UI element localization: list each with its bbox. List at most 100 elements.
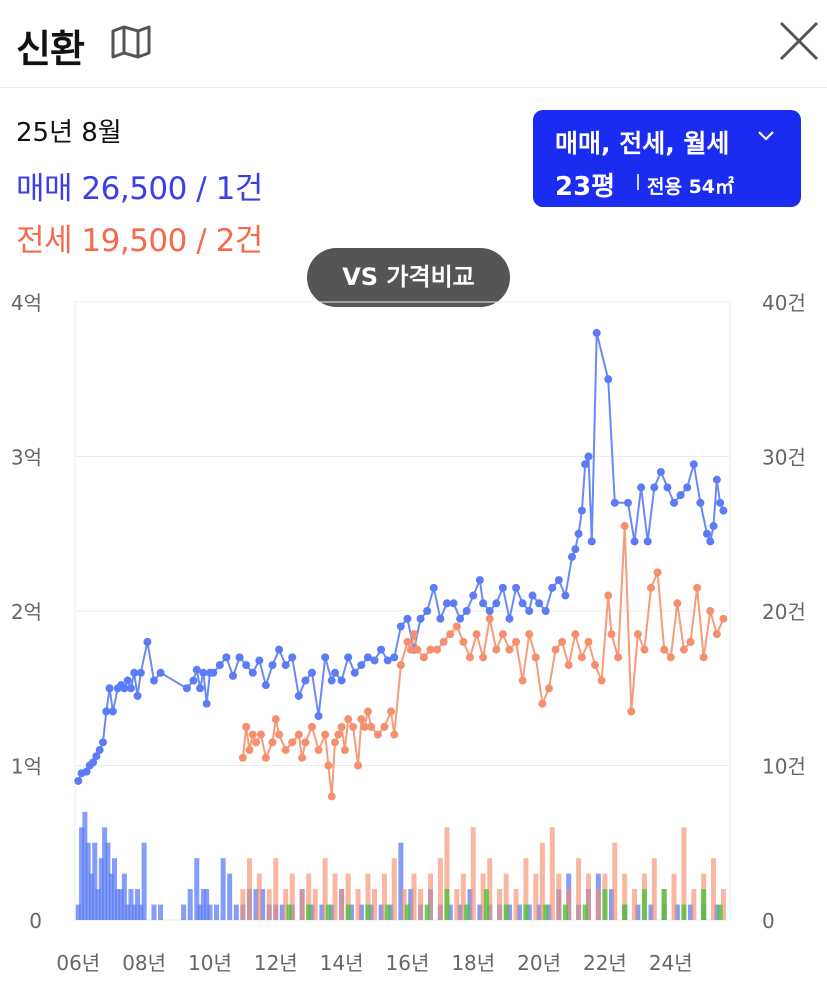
jeonse_volume-bar bbox=[632, 889, 638, 920]
sale-point bbox=[403, 614, 412, 623]
sale-point bbox=[248, 668, 257, 677]
sale-point bbox=[689, 460, 698, 469]
sale_volume-bar bbox=[197, 904, 203, 920]
sale-count: 1건 bbox=[215, 171, 264, 207]
sale_volume-bar bbox=[131, 904, 137, 920]
jeonse-point bbox=[640, 645, 649, 654]
monthly_volume-bar bbox=[385, 904, 391, 920]
sale-point bbox=[136, 668, 145, 677]
sale_volume-bar bbox=[98, 858, 104, 920]
jeonse-point bbox=[577, 653, 586, 662]
sale-point bbox=[261, 681, 270, 690]
jeonse-point bbox=[354, 761, 363, 770]
jeonse_volume-bar bbox=[651, 858, 657, 920]
sale-point bbox=[719, 506, 728, 515]
sale-point bbox=[712, 475, 721, 484]
jeonse-point bbox=[446, 630, 455, 639]
sale-point bbox=[469, 591, 478, 600]
jeonse_volume-bar bbox=[503, 873, 509, 920]
jeonse_volume-bar bbox=[681, 827, 687, 920]
sale-point bbox=[512, 583, 521, 592]
jeonse-point bbox=[551, 645, 560, 654]
jeonse-point bbox=[307, 722, 316, 731]
monthly_volume-bar bbox=[286, 904, 292, 920]
price-chart[interactable]: 0 0 1억 10건 2억 20건 3억 30건 4억 40건 06년 08년 10년 12년 14년 16년… bbox=[0, 280, 827, 982]
jeonse-point bbox=[321, 730, 330, 739]
sale-point bbox=[143, 637, 152, 646]
sale-point bbox=[357, 661, 366, 670]
sale_volume-bar bbox=[526, 904, 532, 920]
jeonse_volume-bar bbox=[391, 858, 397, 920]
sale-point bbox=[215, 661, 224, 670]
y-right-tick-label: 40건 bbox=[762, 291, 806, 315]
sale_volume-bar bbox=[648, 904, 654, 920]
sale-point bbox=[416, 614, 425, 623]
sale_volume-bar bbox=[138, 904, 144, 920]
sale-point bbox=[535, 599, 544, 608]
close-icon[interactable] bbox=[776, 18, 822, 64]
trade-filter-button[interactable]: 매매, 전세, 월세 23평 전용 54㎡ bbox=[533, 110, 801, 207]
sale-point bbox=[370, 656, 379, 665]
sale-point bbox=[696, 498, 705, 507]
x-tick-label: 12년 bbox=[254, 951, 298, 975]
y-right-tick-label: 30건 bbox=[762, 446, 806, 470]
jeonse-point bbox=[719, 614, 728, 623]
sale_volume-bar bbox=[253, 889, 259, 920]
jeonse-price: 19,500 bbox=[81, 223, 187, 259]
jeonse_volume-bar bbox=[437, 858, 443, 920]
price-compare-button[interactable]: VS 가격비교 bbox=[307, 248, 510, 307]
exclusive-area-label: 전용 54㎡ bbox=[647, 176, 735, 198]
sale_volume-bar bbox=[348, 904, 354, 920]
sale-point bbox=[133, 691, 142, 700]
jeonse_volume-bar bbox=[470, 827, 476, 920]
jeonse-point bbox=[275, 730, 284, 739]
monthly_volume-bar bbox=[543, 904, 549, 920]
sale-point bbox=[505, 614, 514, 623]
jeonse_volume-bar bbox=[444, 827, 450, 920]
sale-point bbox=[462, 607, 471, 615]
monthly_volume-bar bbox=[345, 904, 351, 920]
sale-point bbox=[288, 653, 297, 662]
sale-point bbox=[561, 591, 570, 600]
sale-point bbox=[331, 668, 340, 677]
jeonse-point bbox=[647, 583, 656, 592]
sale-point bbox=[383, 656, 392, 665]
sale-point bbox=[294, 691, 303, 700]
sale-point bbox=[222, 653, 231, 662]
sale-label: 매매 bbox=[16, 171, 73, 207]
sale-point bbox=[235, 653, 244, 662]
sale-point bbox=[574, 529, 583, 538]
jeonse-point bbox=[413, 645, 422, 654]
x-tick-label: 18년 bbox=[451, 951, 495, 975]
x-tick-label: 22년 bbox=[583, 951, 627, 975]
jeonse-point bbox=[558, 637, 567, 646]
jeonse-point bbox=[271, 715, 280, 724]
jeonse_volume-bar bbox=[566, 889, 572, 920]
y-right-tick-label: 10건 bbox=[762, 755, 806, 779]
jeonse_volume-bar bbox=[289, 873, 295, 920]
jeonse-point bbox=[396, 661, 405, 670]
jeonse_volume-bar bbox=[720, 889, 726, 920]
jeonse_volume-bar bbox=[372, 889, 378, 920]
jeonse_volume-bar bbox=[523, 858, 529, 920]
jeonse_volume-bar bbox=[332, 873, 338, 920]
monthly_volume-bar bbox=[701, 889, 707, 920]
sale-point bbox=[577, 506, 586, 515]
sale_volume-bar bbox=[457, 904, 463, 920]
sale-point bbox=[337, 676, 346, 685]
sale_volume-bar bbox=[368, 904, 374, 920]
monthly_volume-bar bbox=[562, 904, 568, 920]
sale_volume-bar bbox=[609, 889, 615, 920]
sale_volume-bar bbox=[260, 889, 266, 920]
sale-point bbox=[683, 483, 692, 492]
sale-point bbox=[199, 668, 208, 677]
jeonse_volume-bar bbox=[256, 873, 262, 920]
sale_volume-bar bbox=[95, 889, 101, 920]
sale_volume-bar bbox=[467, 889, 473, 920]
monthly_volume-bar bbox=[444, 889, 450, 920]
sale_volume-bar bbox=[158, 904, 164, 920]
jeonse_volume-bar bbox=[711, 858, 717, 920]
jeonse-point bbox=[465, 653, 474, 662]
jeonse-point bbox=[380, 722, 389, 731]
map-icon[interactable] bbox=[110, 24, 152, 60]
